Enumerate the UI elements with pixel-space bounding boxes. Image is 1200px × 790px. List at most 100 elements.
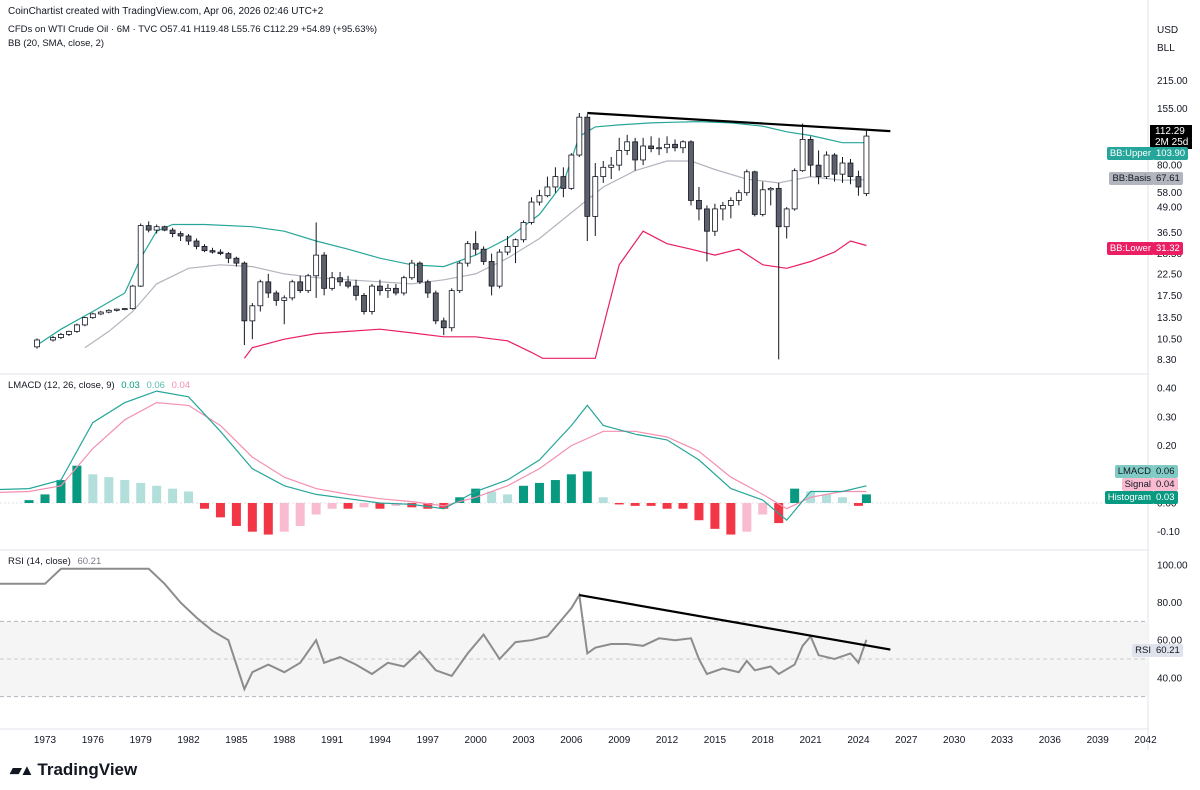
histogram-bar [40,494,50,503]
price-tick-label: 13.50 [1157,313,1182,324]
candle [377,279,383,296]
histogram-bar [822,494,832,503]
candle-body [512,239,519,247]
histogram-bar [88,474,98,503]
macd-tick-label: -0.10 [1157,527,1180,538]
candle-body [153,226,160,231]
macd-legend[interactable]: LMACD (12, 26, close, 9) 0.03 0.06 0.04 [8,380,190,391]
candle [536,189,543,206]
histogram-bar [503,494,513,503]
candle-body [89,313,96,319]
candle-body [472,243,479,250]
histogram-bar [726,503,736,535]
candle-body [584,116,591,217]
candle-body [400,277,407,294]
candle [464,241,471,267]
candle [161,225,168,232]
bb-legend[interactable]: BB (20, SMA, close, 2) [8,38,105,49]
histogram-bar [423,503,433,509]
candle-body [97,311,104,315]
bar-countdown: 2M 25d [1155,137,1189,148]
candle-body [536,195,543,203]
histogram-bar [200,503,209,509]
candle-body [704,208,710,232]
histogram-bar [263,503,273,535]
candle-body [345,281,351,287]
price-tick-label: 8.30 [1157,355,1177,366]
symbol-legend[interactable]: CFDs on WTI Crude Oil · 6M · TVC O57.41 … [8,24,378,35]
candle-body [520,222,527,241]
bb-upper-value: 103.90 [1153,147,1189,160]
candle [712,203,718,236]
signal-label: Signal [1121,478,1154,491]
macd-tick-label: 0.40 [1157,384,1177,395]
histogram-bar [742,503,752,532]
candle [488,253,495,296]
candle-body [416,262,423,283]
x-tick-label: 1979 [130,735,153,746]
candle-body [408,262,415,279]
candle [855,170,862,196]
rsi-trendline [579,593,891,651]
x-tick-label: 2024 [847,735,870,746]
histogram-bar [630,503,640,506]
candle [225,252,232,264]
candle [528,197,535,225]
candle [265,273,272,298]
last-price-tag: 112.29 2M 25d [1150,125,1192,149]
candle-body [831,154,838,175]
tradingview-logo[interactable]: ▰▲ TradingView [10,760,137,780]
histogram-bar [550,480,560,503]
rsi-legend[interactable]: RSI (14, close) 60.21 [8,556,101,567]
histogram-bar [56,480,66,503]
candle [34,338,40,349]
candle [313,222,320,298]
histogram-bar [375,503,385,509]
candle [640,137,647,166]
candle-body [791,170,798,210]
candle-body [815,164,822,177]
candle-body [608,164,615,168]
price-tick-label: 10.50 [1157,335,1182,346]
x-tick-label: 2009 [608,735,631,746]
macd-legend-signal: 0.04 [171,380,191,391]
x-tick-label: 2027 [895,735,918,746]
histogram-bar [247,503,257,532]
x-tick-label: 2036 [1039,735,1062,746]
candle [584,114,591,242]
candle [289,279,296,301]
x-tick-label: 1994 [369,735,392,746]
candle-body [727,200,734,206]
x-tick-label: 1976 [82,735,105,746]
histogram-bar [678,503,688,509]
candle [592,163,599,236]
candle [66,330,72,336]
histogram-bar [120,480,130,503]
candle-body [624,141,631,151]
macd-tick-label: 0.20 [1157,441,1177,452]
x-tick-label: 2015 [704,735,727,746]
candle-body [369,285,375,312]
currency-label[interactable]: USD [1157,25,1179,36]
candle [680,140,686,154]
histogram-bar [471,488,481,503]
candle-body [66,330,72,335]
histogram-bar [391,503,401,506]
histogram-value: 0.03 [1153,491,1178,504]
candle [823,151,830,180]
rsi-tick-label: 40.00 [1157,673,1182,684]
candle [696,186,702,221]
candle [153,224,160,234]
candle-body [448,290,455,329]
candle [719,202,726,221]
candle-body [807,139,814,166]
candle-body [783,208,790,228]
histogram-bar [184,491,194,503]
candle-body [688,141,694,201]
last-price: 112.29 [1155,126,1185,137]
candle-body [464,243,471,264]
x-tick-label: 1988 [273,735,296,746]
histogram-bar [582,471,592,503]
x-tick-label: 2039 [1087,735,1110,746]
